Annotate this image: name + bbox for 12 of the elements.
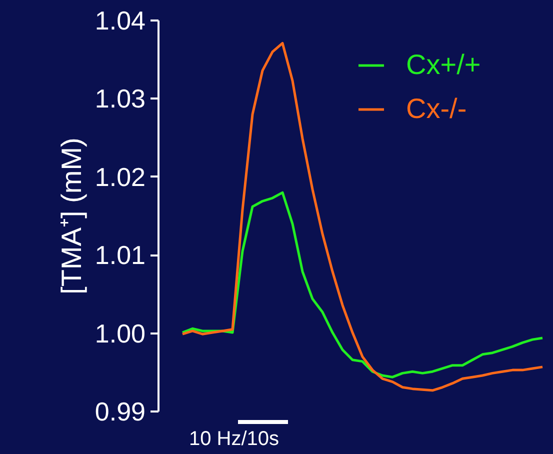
y-axis-title: [TMA⁺] (mM) xyxy=(56,138,87,294)
legend-label: Cx+/+ xyxy=(406,49,481,81)
y-tick-label: 0.99 xyxy=(94,396,146,426)
y-tick-label: 1.00 xyxy=(94,318,146,348)
line-series xyxy=(181,191,544,378)
text: 10 Hz/10s xyxy=(189,427,280,452)
legend-label: Cx-/- xyxy=(406,93,467,125)
y-tick-label: 1.03 xyxy=(94,84,146,114)
y-tick-label: 1.04 xyxy=(94,6,146,36)
y-tick-label: 1.01 xyxy=(94,240,146,270)
line-series xyxy=(181,42,544,392)
y-tick-label: 1.02 xyxy=(94,162,146,192)
